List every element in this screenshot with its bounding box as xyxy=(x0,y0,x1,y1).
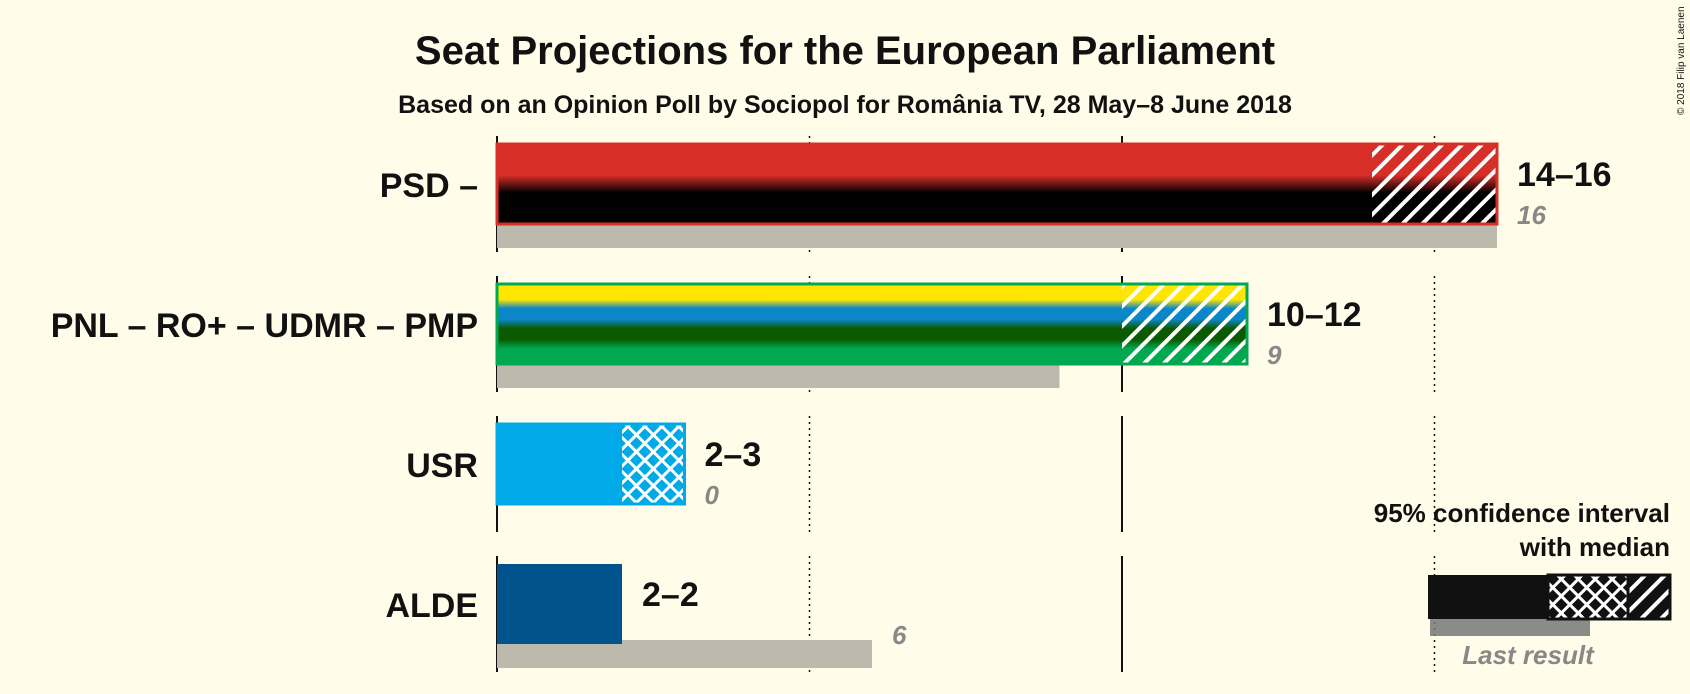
party-label: ALDE xyxy=(385,587,478,625)
bars-group: PSD – 14–16 16 PNL – RO+ – UDMR – PMP 10–12 9… xyxy=(51,142,1612,668)
chart-title: Seat Projections for the European Parlia… xyxy=(415,29,1275,73)
copyright-notice: © 2018 Filip van Laenen xyxy=(1676,6,1687,115)
last-result-label: 16 xyxy=(1517,200,1546,230)
legend-last-result-label: Last result xyxy=(1462,640,1595,670)
last-result-label: 9 xyxy=(1267,340,1282,370)
bar-outline xyxy=(495,142,1499,226)
party-label: USR xyxy=(406,447,478,485)
party-row: PNL – RO+ – UDMR – PMP 10–12 9 xyxy=(51,282,1362,388)
confidence-interval-bar xyxy=(1122,284,1247,364)
range-label: 14–16 xyxy=(1517,156,1612,194)
median-bar xyxy=(497,424,622,504)
party-label: PNL – RO+ – UDMR – PMP xyxy=(51,307,478,345)
range-label: 2–2 xyxy=(642,576,699,614)
party-row: PSD – 14–16 16 xyxy=(380,142,1612,248)
confidence-interval-bar xyxy=(1372,144,1497,224)
last-result-label: 6 xyxy=(892,620,907,650)
party-row: ALDE 2–2 6 xyxy=(385,564,907,668)
legend-title-line1: 95% confidence interval xyxy=(1374,498,1670,528)
legend-title-line2: with median xyxy=(1519,532,1670,562)
legend-diagonal-box xyxy=(1626,573,1672,621)
range-label: 2–3 xyxy=(705,436,762,474)
median-bar xyxy=(497,564,622,644)
confidence-interval-bar xyxy=(622,424,685,504)
legend-median-bar xyxy=(1428,575,1548,619)
bar-outline xyxy=(495,282,1249,366)
median-bar xyxy=(497,144,1372,224)
chart-subtitle: Based on an Opinion Poll by Sociopol for… xyxy=(398,91,1292,119)
legend-crosshatch-box xyxy=(1546,573,1630,621)
last-result-bar xyxy=(497,640,872,668)
range-label: 10–12 xyxy=(1267,296,1362,334)
last-result-label: 0 xyxy=(705,480,720,510)
party-row: USR 2–3 0 xyxy=(406,422,762,510)
median-bar xyxy=(497,284,1122,364)
legend: 95% confidence interval with median Last… xyxy=(1374,498,1672,670)
party-label: PSD – xyxy=(380,167,478,205)
bar-outline xyxy=(495,422,686,506)
